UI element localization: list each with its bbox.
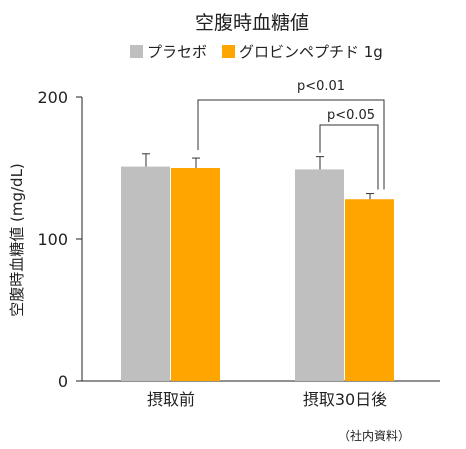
bar-globin-peptide-1 [345, 199, 394, 381]
bar-globin-peptide-0 [171, 168, 220, 381]
bar-placebo-1 [295, 169, 344, 381]
bar-placebo-0 [121, 166, 170, 381]
y-tick-label: 0 [58, 372, 68, 391]
legend-label-globin-peptide: グロビンペプチド 1g [239, 43, 383, 61]
y-tick-label: 200 [37, 88, 68, 107]
chart-title: 空腹時血糖値 [195, 12, 309, 34]
y-axis-label: 空腹時血糖値 (mg/dL) [8, 163, 26, 317]
legend-swatch-globin-peptide [222, 45, 235, 58]
annotation-p005: p<0.05 [327, 108, 375, 123]
y-tick-label: 100 [37, 230, 68, 249]
bracket-p005 [319, 124, 379, 190]
legend: プラセボ グロビンペプチド 1g [130, 43, 383, 61]
annotation-p001: p<0.01 [297, 79, 345, 94]
x-tick-label: 摂取前 [147, 390, 195, 409]
bracket-p001 [197, 99, 385, 190]
legend-label-placebo: プラセボ [147, 43, 207, 61]
x-tick-label: 摂取30日後 [303, 390, 387, 409]
source-note: （社内資料） [338, 428, 410, 443]
plot-area: 0 100 200 摂取前 摂取30日後 p<0.01 p<0.05 [37, 79, 440, 409]
legend-swatch-placebo [130, 45, 143, 58]
